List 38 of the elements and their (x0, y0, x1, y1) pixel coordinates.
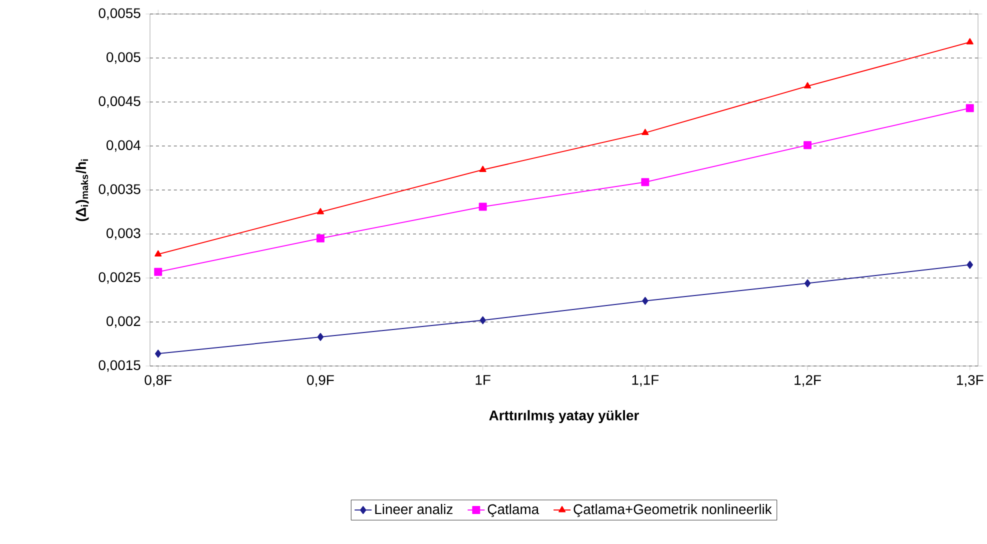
point (480, 316, 486, 324)
point (155, 350, 162, 358)
point (804, 82, 812, 88)
legend-label: Lineer analiz (375, 504, 452, 514)
legend-label: Çatlama (488, 504, 540, 518)
point (316, 234, 324, 242)
x-tick-label: 1,3F (956, 375, 984, 387)
point (154, 250, 162, 256)
x-tick-label: 1,2F (794, 375, 821, 387)
y-tick-label: 0,004 (106, 140, 140, 152)
y-axis-title: (Δ$_{i}$)$_{maks}$/h$_{i}$ (76, 159, 89, 222)
legend-label: Çatlama+Geometrik nonlineerlik (574, 504, 772, 518)
point (479, 166, 486, 172)
point (154, 268, 162, 276)
x-axis-title: Arttırılmış yatay yükler (489, 410, 639, 424)
x-tick-label: 1F (476, 375, 490, 385)
y-tick-label: 0,003 (106, 228, 140, 240)
point (316, 208, 324, 214)
point (317, 332, 324, 341)
y-tick-label: 0,0035 (98, 184, 140, 196)
x-tick-label: 1,1F (632, 375, 659, 386)
point (966, 104, 974, 112)
y-tick-label: 0,005 (106, 52, 140, 64)
point (966, 260, 974, 269)
y-tick-label: 0,0015 (98, 360, 140, 372)
point (642, 128, 649, 136)
y-tick-label: 0,0025 (98, 272, 140, 284)
y-tick-label: 0,002 (106, 316, 140, 328)
point (478, 202, 487, 211)
point (804, 279, 811, 288)
point (641, 178, 650, 186)
x-tick-label: 0,9F (307, 375, 334, 387)
y-tick-label: 0,0045 (98, 96, 140, 108)
point (642, 296, 648, 305)
x-tick-label: 0,8F (144, 375, 172, 387)
y-tick-label: 0,0055 (98, 8, 140, 20)
point (804, 141, 812, 150)
point (966, 38, 974, 44)
